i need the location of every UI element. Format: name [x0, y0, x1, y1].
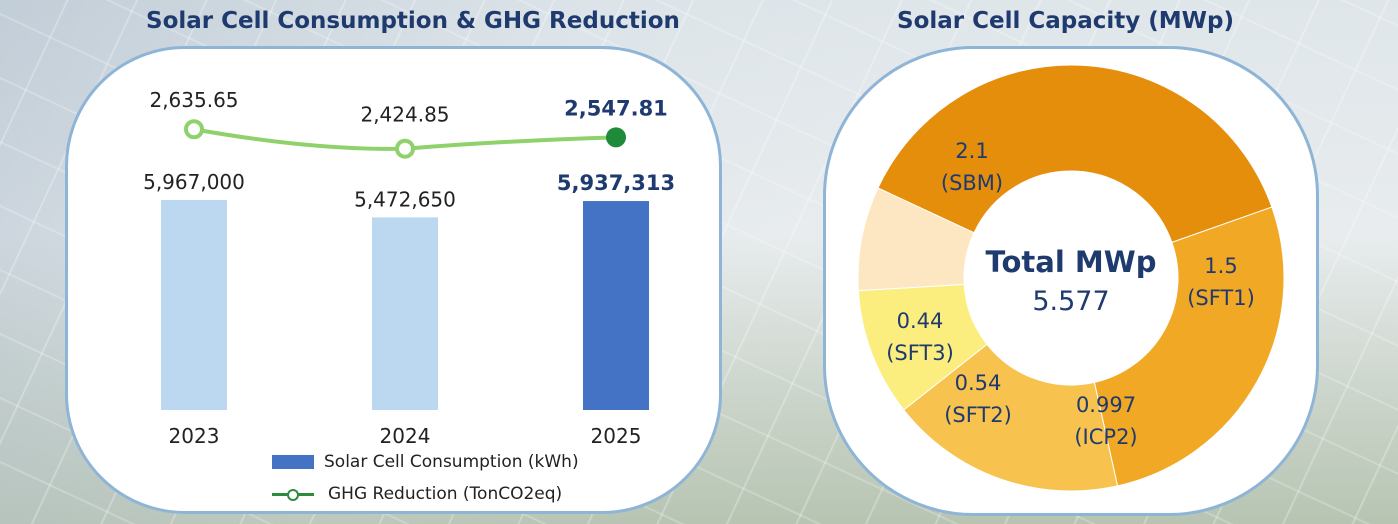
x-tick-label-2025: 2025 — [591, 424, 642, 448]
slice-name-label-SBM: (SBM) — [941, 171, 1003, 195]
bar-2023 — [161, 200, 227, 410]
donut-slice-ICP2 — [903, 343, 1119, 492]
ghg-point-2025 — [606, 127, 626, 148]
ghg-value-label-2024: 2,424.85 — [360, 103, 449, 127]
slice-value-label-SFT3: 0.44 — [897, 309, 944, 333]
bar-value-label-2024: 5,472,650 — [354, 187, 456, 211]
slice-value-label-SBM: 2.1 — [955, 139, 988, 163]
donut-slice-SFT1 — [1093, 206, 1285, 487]
ghg-value-label-2025: 2,547.81 — [564, 96, 668, 120]
donut-center-value: 5.577 — [1032, 286, 1109, 317]
slice-value-label-SFT2: 0.54 — [955, 371, 1002, 395]
left-chart-title: Solar Cell Consumption & GHG Reduction — [146, 8, 680, 34]
legend-item-consumption: Solar Cell Consumption (kWh) — [272, 452, 579, 472]
donut-slice-SBM — [877, 64, 1273, 244]
ghg-point-2024 — [395, 138, 415, 159]
bar-value-label-2025: 5,937,313 — [557, 171, 675, 195]
bar-2024 — [372, 217, 438, 410]
slice-name-label-SFT1: (SFT1) — [1187, 286, 1255, 310]
bar-2025 — [583, 201, 649, 410]
slice-name-label-SFT3: (SFT3) — [886, 341, 954, 365]
right-chart-title: Solar Cell Capacity (MWp) — [897, 8, 1235, 34]
slice-name-label-ICP2: (ICP2) — [1074, 425, 1137, 449]
ghg-point-2023 — [184, 119, 204, 140]
legend-bar-swatch — [272, 455, 314, 469]
legend-line-swatch — [272, 487, 314, 501]
legend-item-ghg: GHG Reduction (TonCO2eq) — [272, 484, 562, 504]
bar-value-label-2023: 5,967,000 — [143, 170, 245, 194]
legend-label-consumption: Solar Cell Consumption (kWh) — [324, 452, 579, 472]
ghg-value-label-2023: 2,635.65 — [149, 88, 238, 112]
slice-value-label-SFT1: 1.5 — [1204, 254, 1237, 278]
legend-label-ghg: GHG Reduction (TonCO2eq) — [328, 484, 563, 504]
donut-center-label: Total MWp — [986, 245, 1157, 279]
x-tick-label-2024: 2024 — [380, 424, 431, 448]
donut-slice-SFT3 — [857, 187, 975, 292]
slice-value-label-ICP2: 0.997 — [1076, 393, 1136, 417]
slice-name-label-SFT2: (SFT2) — [944, 403, 1012, 427]
x-tick-label-2023: 2023 — [169, 424, 220, 448]
